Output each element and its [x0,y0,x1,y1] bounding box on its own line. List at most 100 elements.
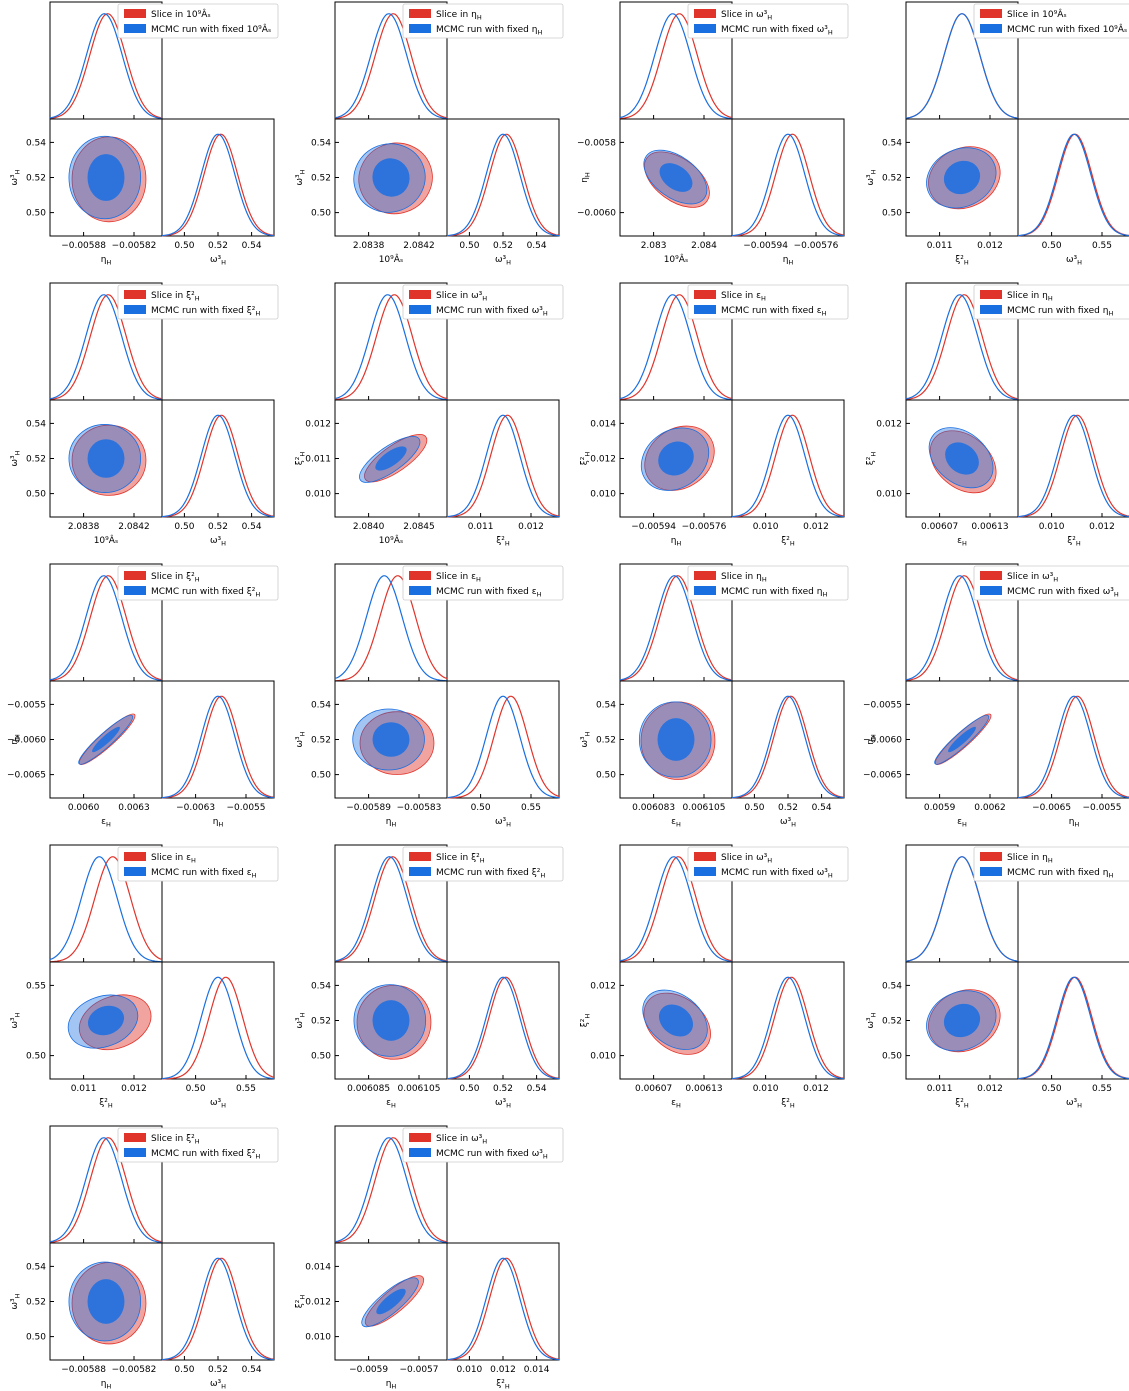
y-tick-label: 0.50 [26,209,46,219]
contour-1sigma [92,726,120,753]
slice-marginal-y [731,976,845,1080]
right-axis-label: ξ²H [496,1379,510,1391]
y-tick-label: 0.012 [876,419,902,429]
legend-swatch-slice [980,9,1002,18]
marginal-right-frame [161,118,275,237]
x-tick-label: 0.00613 [971,522,1008,532]
contour-1sigma [87,439,125,478]
y-tick-label: 0.012 [305,419,331,429]
y-axis-label: ξ²H [866,452,878,466]
contour-1sigma [87,1279,125,1324]
legend-swatch-mcmc [694,305,716,314]
contour-1sigma [372,722,410,757]
x-tick-label: 0.011 [927,1084,953,1094]
slice-marginal-y [1017,695,1129,799]
legend-label-mcmc: MCMC run with fixed ηH [1007,306,1113,318]
right-axis-label: ω³H [1066,1098,1082,1110]
triangle-plot-A-eta-omega: −0.00588 −0.00582 0.54 0.52 0.50 0.50 0.52 0.54… [10,1,279,267]
x-axis-label: ηH [386,817,397,829]
y-tick-label: 0.014 [305,1262,331,1272]
legend-swatch-slice [124,1133,146,1142]
xr-tick-label: 0.52 [778,803,798,813]
legend: Slice in ξ²H MCMC run with fixed ξ²H [117,565,279,601]
xr-tick-label: 0.50 [459,241,479,251]
y-tick-label: 0.50 [596,771,616,781]
legend-box [687,3,849,39]
marginal-right-frame [731,680,845,799]
mcmc-marginal-x [334,294,448,401]
y-tick-label: 0.54 [26,138,46,148]
legend-box [402,284,564,320]
x-axis-label: 10⁹Âₛ [379,534,404,546]
triangle-plot-eps-xi-omega: 0.011 0.012 0.55 0.50 0.50 0.55 ξ²H ω³H ω³H Slice… [10,844,279,1110]
triangle-plot-omega-eps-xi: 0.00607 0.00613 0.012 0.010 0.010 0.012 εH ξ²H ξ… [580,844,849,1110]
y-axis-label: ηH [580,172,592,183]
y-tick-label: 0.012 [305,1298,331,1308]
mcmc-marginal-y [161,976,275,1080]
x-tick-label: −0.0057 [399,1365,438,1375]
x-tick-label: 0.0060 [68,803,100,813]
right-axis-label: ω³H [210,1098,226,1110]
legend-label-mcmc: MCMC run with fixed ηH [721,587,827,599]
x-axis-label: 10⁹Âₛ [664,253,689,265]
xr-tick-label: 0.011 [468,522,494,532]
mcmc-marginal-y [446,976,560,1080]
x-axis-label: ξ²H [955,255,969,267]
xr-tick-label: −0.0065 [1032,803,1071,813]
xr-tick-label: 0.50 [174,1365,194,1375]
y-tick-label: 0.50 [311,209,331,219]
legend-swatch-mcmc [980,867,1002,876]
legend-label-mcmc: MCMC run with fixed ξ²H [151,306,260,318]
xr-tick-label: 0.50 [744,803,764,813]
xr-tick-label: 0.50 [174,241,194,251]
x-axis-label: εH [957,817,967,829]
legend-swatch-mcmc [409,305,431,314]
slice-marginal-y [162,976,275,1080]
legend-swatch-mcmc [980,586,1002,595]
legend-label-mcmc: MCMC run with fixed ω³H [1007,587,1119,599]
mcmc-marginal-x [334,575,448,682]
legend-label-slice: Slice in εH [721,291,766,303]
legend-swatch-slice [124,290,146,299]
y-axis-label: ηH [10,734,22,745]
y-tick-label: −0.0055 [863,700,902,710]
marginal-right-frame [161,680,275,799]
triangle-plot-eta-xi-omega: 0.011 0.012 0.54 0.52 0.50 0.50 0.55 ξ²H ω³H ω³H S… [866,844,1129,1110]
slice-marginal-y [161,1257,275,1361]
legend-swatch-slice [409,571,431,580]
mcmc-marginal-y [161,133,275,237]
mcmc-marginal-x [619,856,733,963]
legend-box [402,3,564,39]
x-axis-label: εH [671,817,681,829]
xr-tick-label: 0.52 [493,1084,513,1094]
legend: Slice in ξ²H MCMC run with fixed ξ²H [402,846,564,882]
xr-tick-label: 0.50 [1042,1084,1062,1094]
y-tick-label: 0.52 [596,736,616,746]
x-axis-label: ηH [101,255,112,267]
legend: Slice in ω³H MCMC run with fixed ω³H [687,3,849,39]
legend-swatch-slice [980,852,1002,861]
legend-label-mcmc: MCMC run with fixed εH [721,306,827,318]
xr-tick-label: 0.50 [1042,241,1062,251]
y-tick-label: 0.50 [26,490,46,500]
legend-swatch-slice [694,852,716,861]
marginal-right-frame [446,399,560,518]
xr-tick-label: 0.54 [242,241,262,251]
x-axis-label: ξ²H [99,1098,113,1110]
contour-1sigma [372,1000,410,1041]
legend-label-slice: Slice in ξ²H [151,291,200,303]
slice-marginal-y [731,695,845,799]
right-axis-label: ξ²H [1067,536,1081,548]
mcmc-marginal-x [619,294,733,401]
x-tick-label: 0.00613 [685,1084,722,1094]
marginal-right-frame [1017,399,1129,518]
legend-swatch-slice [409,852,431,861]
legend-label-mcmc: MCMC run with fixed ξ²H [151,587,260,599]
legend-swatch-slice [124,9,146,18]
legend-swatch-slice [124,852,146,861]
contour-1sigma [659,163,693,192]
marginal-right-frame [731,118,845,237]
legend: Slice in ω³H MCMC run with fixed ω³H [687,846,849,882]
y-tick-label: 0.54 [311,138,331,148]
legend-swatch-mcmc [980,24,1002,33]
